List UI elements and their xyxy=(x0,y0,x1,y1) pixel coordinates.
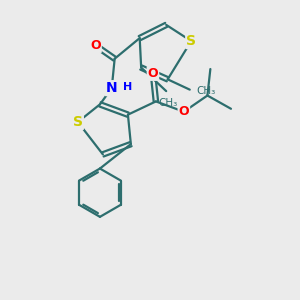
Text: CH₃: CH₃ xyxy=(196,86,215,96)
Text: S: S xyxy=(186,34,196,48)
Text: O: O xyxy=(148,67,158,80)
Text: CH₃: CH₃ xyxy=(158,98,177,108)
Text: N: N xyxy=(106,81,118,95)
Text: O: O xyxy=(90,39,101,52)
Text: S: S xyxy=(73,115,83,129)
Text: H: H xyxy=(123,82,132,92)
Text: O: O xyxy=(178,105,189,118)
